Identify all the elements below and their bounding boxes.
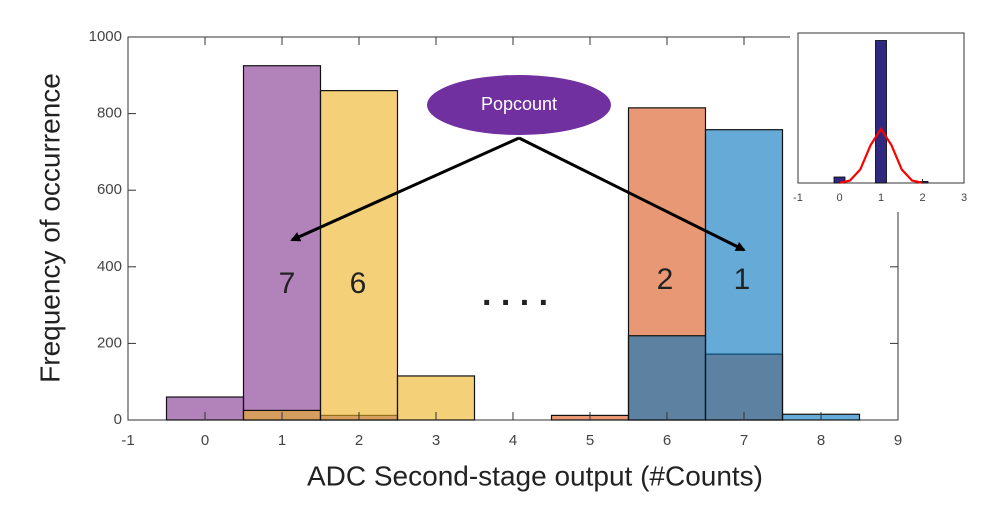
series-label: 6 <box>350 267 367 300</box>
x-tick-label: 2 <box>355 432 363 449</box>
bar <box>704 129 784 421</box>
y-axis-title: Frequency of occurrence <box>34 73 65 383</box>
arrow <box>518 136 746 252</box>
inset-x-tick-label: 3 <box>961 192 967 204</box>
inset-plot: -1 0 1 2 3 <box>793 40 967 204</box>
y-tick-label: 600 <box>97 181 122 198</box>
bar <box>319 90 399 421</box>
x-tick-label: 6 <box>663 432 671 449</box>
inset-bar <box>875 40 887 184</box>
annotation: Popcount <box>481 94 557 114</box>
y-tick-label: 400 <box>97 258 122 275</box>
x-tick-label: 5 <box>586 432 594 449</box>
series-label: 1 <box>734 263 751 296</box>
y-tick-label: 0 <box>114 411 122 428</box>
y-tick-label: 200 <box>97 334 122 351</box>
fit-curve <box>839 126 923 184</box>
x-tick-label: 1 <box>278 432 286 449</box>
x-tick-label: 0 <box>201 432 209 449</box>
main-plot: 7 6 2 1 0 200 400 600 800 1000 -1 0 1 2 3 4 5 6 7 8 9 <box>89 28 903 449</box>
x-tick-label: -1 <box>121 432 134 449</box>
x-tick-label: 4 <box>509 432 517 449</box>
x-tick-label: 9 <box>894 432 902 449</box>
arrow <box>290 136 520 242</box>
annotation: . . . . <box>482 275 548 313</box>
x-tick-label: 8 <box>817 432 825 449</box>
x-tick-label: 3 <box>432 432 440 449</box>
inset-x-tick-label: 0 <box>836 192 842 204</box>
series-label: 7 <box>279 267 296 300</box>
bar <box>242 65 322 421</box>
inset-x-tick-label: -1 <box>793 192 803 204</box>
ellipse <box>427 75 611 135</box>
popcount-annotation: Popcount . . . . <box>290 75 746 313</box>
x-tick-label: 7 <box>740 432 748 449</box>
inset-x-tick-label: 2 <box>919 192 925 204</box>
bar <box>627 335 707 421</box>
y-tick-label: 1000 <box>89 28 122 45</box>
y-tick-label: 800 <box>97 105 122 122</box>
inset-x-tick-label: 1 <box>878 192 884 204</box>
x-axis-title: ADC Second-stage output (#Counts) <box>307 460 763 491</box>
series-label: 2 <box>657 263 674 296</box>
